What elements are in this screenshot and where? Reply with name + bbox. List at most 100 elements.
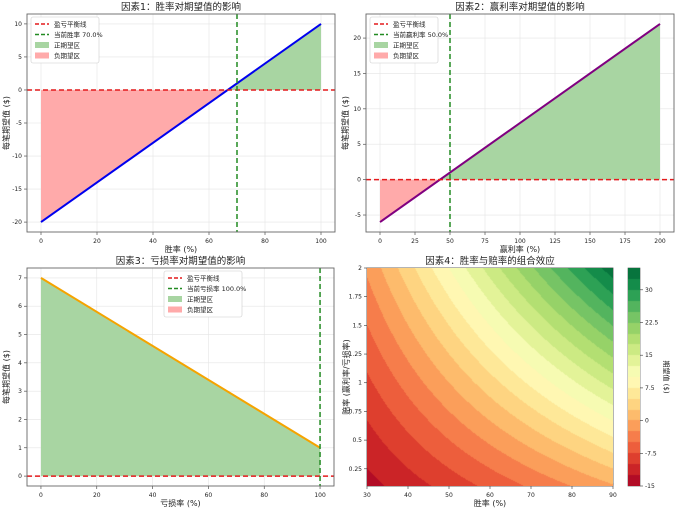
y-tick-label: -5 [355,212,361,219]
y-tick-label: 4 [18,360,22,367]
chart-title: 因素3：亏损率对期望值的影响 [116,255,246,267]
x-tick-label: 175 [619,238,631,245]
legend-swatch [35,52,49,59]
y-tick-label: 1.5 [352,322,362,329]
x-tick-label: 100 [315,238,327,245]
y-tick-label: -15 [12,186,22,193]
x-tick-label: 70 [527,492,535,499]
contour-fill [367,268,613,486]
colorbar-tick-label: 0 [645,418,649,425]
y-tick-label: 0 [357,177,361,184]
legend-swatch [374,52,388,59]
legend-label: 正期望区 [393,41,420,50]
chart-title: 因素2：赢利率对期望值的影响 [455,1,585,13]
y-tick-label: 10 [353,106,361,113]
y-tick-label: 15 [353,70,361,77]
colorbar-label: 期望值 ($) [662,360,671,393]
x-tick-label: 20 [93,238,101,245]
colorbar-tick-label: 7.5 [645,385,655,392]
legend-label: 盈亏平衡线 [54,20,87,29]
x-axis-label: 胜率 (%) [165,244,197,254]
y-tick-label: 3 [18,388,22,395]
y-tick-label: 20 [353,35,361,42]
legend-label: 负期望区 [187,305,214,314]
x-tick-label: 80 [261,238,269,245]
expected-value-line [40,277,321,449]
x-tick-label: 100 [514,238,526,245]
plot-frame [26,267,335,487]
colorbar-tick-label: -7.5 [645,450,657,457]
colorbar-tick-label: 22.5 [645,320,659,327]
y-tick-label: 0 [18,87,22,94]
legend-swatch [374,42,388,48]
x-tick-label: 75 [481,238,489,245]
y-tick-label: 7 [18,275,22,282]
x-axis-label: 亏损率 (%) [160,498,200,508]
legend-label: 正期望区 [54,41,81,50]
y-tick-label: 1.25 [349,351,363,358]
x-tick-label: 0 [378,238,382,245]
y-tick-label: 10 [14,21,22,28]
legend-box [369,16,439,64]
legend-label: 负期望区 [54,51,81,60]
y-tick-label: 0.5 [352,437,362,444]
y-axis-label: 每笔期望值 ($) [1,96,11,150]
x-tick-label: 50 [446,238,454,245]
legend-swatch [35,42,49,48]
x-tick-label: 30 [363,492,371,499]
expected-value-line [379,23,661,223]
x-tick-label: 60 [205,492,213,499]
legend-label: 当前赢利率 50.0% [393,30,448,39]
colorbar-tick-label: 30 [645,287,653,294]
y-tick-label: -10 [12,153,22,160]
expected-value-line [40,23,322,223]
y-tick-label: 2 [358,265,362,272]
x-tick-label: 20 [93,492,101,499]
legend-swatch [168,296,182,302]
x-tick-label: 60 [205,238,213,245]
y-tick-label: 1 [18,445,22,452]
x-tick-label: 200 [654,238,666,245]
x-axis-label: 胜率 (%) [474,498,506,508]
x-tick-label: 150 [584,238,596,245]
y-axis-label: 每笔期望值 ($) [1,350,11,404]
legend-swatch [168,306,182,313]
y-tick-label: 5 [357,141,361,148]
legend-label: 当前胜率 70.0% [54,30,103,39]
x-tick-label: 0 [39,492,43,499]
legend-box [30,16,100,64]
plot-frame [26,13,336,233]
y-tick-label: 1.75 [349,294,363,301]
x-tick-label: 80 [260,492,268,499]
legend-label: 当前亏损率 100.0% [187,284,246,293]
colorbar [628,268,640,486]
x-tick-label: 0 [39,238,43,245]
x-tick-label: 60 [486,492,494,499]
y-tick-label: 1 [358,380,362,387]
x-tick-label: 90 [609,492,617,499]
y-axis-label: 每笔期望值 ($) [340,96,350,150]
colorbar-tick-label: 15 [645,352,653,359]
x-tick-label: 25 [411,238,419,245]
x-tick-label: 40 [404,492,412,499]
positive-area [40,277,321,477]
y-tick-label: 2 [18,416,22,423]
legend-box [163,270,243,318]
legend-label: 负期望区 [393,51,420,60]
y-axis-label: 赔率 (赢利率/亏损率) [341,339,351,414]
x-axis-label: 赢利率 (%) [500,244,540,254]
legend-label: 正期望区 [187,295,214,304]
plot-frame [365,13,675,233]
y-tick-label: -5 [16,120,22,127]
y-tick-label: 5 [18,54,22,61]
y-tick-label: 0 [18,473,22,480]
y-tick-label: -20 [12,219,22,226]
y-tick-label: 0.25 [349,466,363,473]
x-tick-label: 40 [149,492,157,499]
legend-label: 盈亏平衡线 [393,20,426,29]
legend-label: 盈亏平衡线 [187,274,220,283]
colorbar-tick-label: -15 [645,483,655,490]
chart-title: 因素1：胜率对期望值的影响 [121,1,241,13]
